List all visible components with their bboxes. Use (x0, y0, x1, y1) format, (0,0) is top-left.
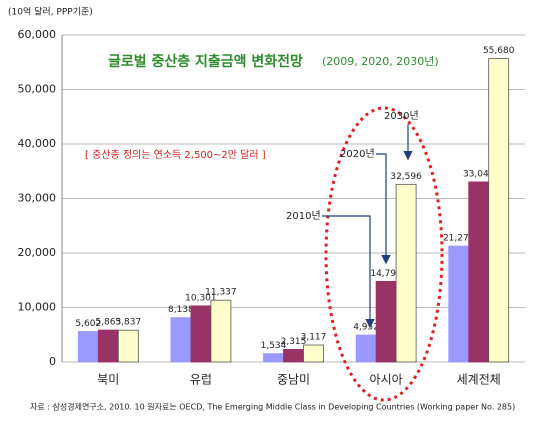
bar (303, 344, 324, 363)
bar (283, 348, 304, 363)
annotation-arrow (322, 215, 375, 329)
bar (263, 353, 284, 363)
x-tick-label: 중남미 (277, 373, 310, 387)
value-label: 32,596 (390, 172, 422, 182)
y-tick-label: 40,000 (18, 137, 57, 150)
bar (448, 245, 470, 363)
value-label: 8,138 (168, 305, 194, 315)
bar (375, 280, 397, 363)
annotation: 2010년 (286, 210, 321, 222)
y-tick-label: 50,000 (18, 83, 57, 96)
y-tick-label: 0 (49, 355, 56, 368)
source: 자료 : 삼성경제연구소, 2010. 10 원자료는 OECD, The Em… (30, 402, 515, 412)
y-tick-label: 10,000 (18, 301, 57, 314)
value-label: 3,117 (301, 333, 327, 343)
chart-subtitle: (2009, 2020, 2030년) (322, 55, 439, 68)
bar (355, 334, 377, 363)
bar (488, 58, 510, 363)
value-label: 1,534 (261, 341, 287, 351)
x-tick-label: 세계전체 (457, 373, 501, 387)
bar (170, 317, 192, 363)
y-axis-label: (10억 달러, PPP기준) (8, 6, 93, 18)
value-label: 5,837 (115, 318, 141, 328)
chart-title: 글로벌 중산층 지출금액 변화전망 (108, 53, 303, 70)
x-tick-label: 북미 (97, 373, 119, 387)
bar (117, 329, 139, 363)
x-tick-label: 유럽 (190, 373, 212, 387)
value-label: 11,337 (205, 288, 237, 298)
value-label: 21,278 (443, 234, 475, 244)
y-tick-label: 30,000 (18, 192, 57, 205)
value-label: 5,863 (95, 318, 121, 328)
value-label: 55,680 (483, 46, 515, 56)
annotation: 2020년 (340, 148, 375, 160)
bar (97, 329, 119, 363)
annotation-arrow (376, 153, 391, 265)
x-tick-label: 아시아 (370, 373, 403, 387)
value-label: 14,798 (370, 269, 402, 279)
annotation: 2030년 (384, 110, 419, 122)
bar (468, 181, 490, 363)
highlight-ellipse (324, 106, 444, 402)
value-label: 10,301 (185, 293, 217, 303)
bar (190, 305, 212, 363)
value-label: 4,952 (353, 323, 379, 333)
bar (395, 183, 417, 363)
note: [ 중산층 정의는 연소득 2,500~2만 달러 ] (85, 149, 266, 161)
value-label: 33,045 (463, 169, 495, 179)
value-label: 5,602 (75, 319, 101, 329)
bar (210, 299, 232, 363)
y-tick-label: 60,000 (18, 28, 57, 41)
y-tick-label: 20,000 (18, 246, 57, 259)
bar (77, 331, 99, 363)
value-label: 2,315 (281, 337, 307, 347)
